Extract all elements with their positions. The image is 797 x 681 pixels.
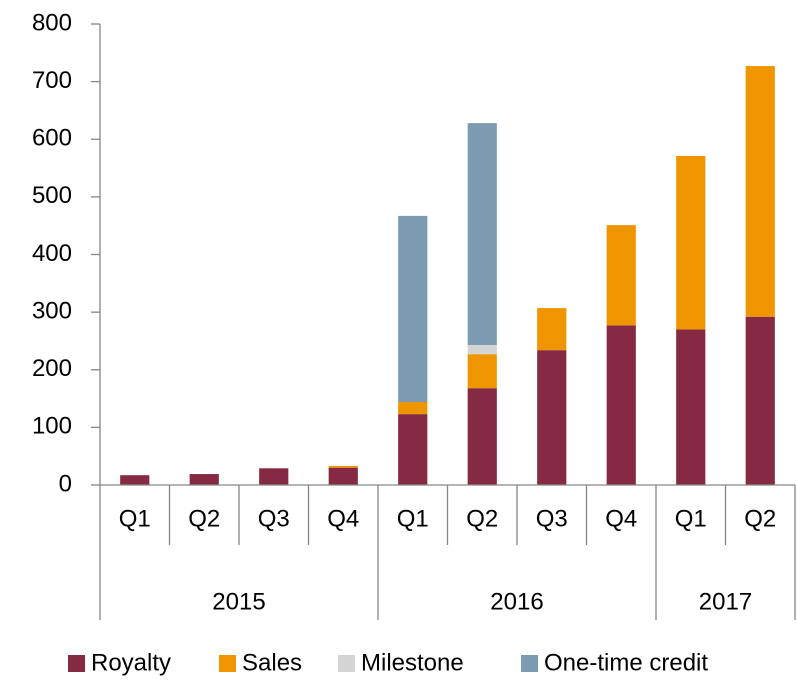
legend-label: One-time credit [544, 649, 708, 676]
y-tick-label: 100 [32, 413, 72, 440]
bar-segment [745, 66, 775, 317]
group-label: 2016 [490, 588, 543, 615]
y-tick-label: 800 [32, 9, 72, 36]
bar-segment [328, 467, 358, 485]
bar-segment [537, 308, 567, 351]
x-tick-label: Q3 [258, 505, 290, 532]
x-tick-label: Q2 [744, 505, 776, 532]
legend-label: Sales [242, 649, 302, 676]
group-label: 2017 [699, 588, 752, 615]
x-tick-label: Q1 [397, 505, 429, 532]
bar-segment [745, 316, 775, 485]
bar-segment [398, 414, 428, 485]
bar-segment [606, 325, 636, 485]
x-tick-label: Q1 [119, 505, 151, 532]
bar-segment [537, 350, 567, 485]
bar-segment [606, 225, 636, 326]
y-tick-label: 500 [32, 182, 72, 209]
bar-segment [467, 388, 497, 485]
x-tick-label: Q4 [327, 505, 359, 532]
bar-segment [259, 468, 289, 485]
y-tick-label: 400 [32, 240, 72, 267]
legend-swatch [338, 655, 355, 672]
bar-segment [467, 123, 497, 345]
y-tick-label: 300 [32, 297, 72, 324]
bar-segment [189, 474, 219, 485]
y-tick-label: 700 [32, 67, 72, 94]
legend-swatch [219, 655, 236, 672]
group-label: 2015 [212, 588, 265, 615]
y-tick-label: 600 [32, 125, 72, 152]
bar-segment [676, 329, 706, 485]
legend-swatch [521, 655, 538, 672]
legend-label: Milestone [361, 649, 464, 676]
bar-segment [467, 354, 497, 389]
x-tick-label: Q4 [605, 505, 637, 532]
x-tick-label: Q3 [536, 505, 568, 532]
legend-swatch [68, 655, 85, 672]
x-tick-label: Q2 [466, 505, 498, 532]
legend-label: Royalty [91, 649, 171, 676]
y-tick-label: 0 [59, 470, 72, 497]
bar-segment [328, 465, 358, 468]
y-tick-label: 200 [32, 355, 72, 382]
x-tick-label: Q2 [188, 505, 220, 532]
bar-segment [120, 475, 150, 485]
bar-segment [676, 155, 706, 330]
x-tick-label: Q1 [675, 505, 707, 532]
bar-segment [398, 402, 428, 415]
bar-segment [467, 344, 497, 355]
bar-segment [398, 215, 428, 403]
